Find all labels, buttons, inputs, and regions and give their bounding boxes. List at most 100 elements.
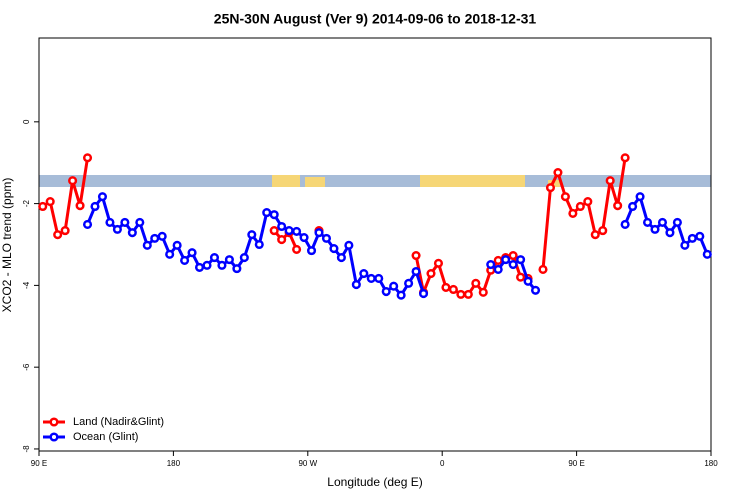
data-point bbox=[672, 217, 682, 227]
data-point bbox=[60, 226, 70, 236]
legend-marker bbox=[49, 432, 59, 442]
data-point bbox=[284, 226, 294, 236]
data-point bbox=[478, 287, 488, 297]
data-point bbox=[187, 248, 197, 258]
data-point bbox=[613, 201, 623, 211]
data-point bbox=[135, 217, 145, 227]
legend-marker bbox=[49, 417, 59, 427]
data-point bbox=[359, 268, 369, 279]
y-tick-label: -8 bbox=[22, 445, 31, 453]
data-point bbox=[657, 217, 668, 227]
data-point bbox=[411, 266, 421, 277]
legend-label: Ocean (Glint) bbox=[73, 431, 138, 443]
data-point bbox=[344, 240, 354, 250]
data-point bbox=[105, 217, 115, 227]
data-point bbox=[366, 273, 376, 283]
data-point bbox=[642, 217, 653, 227]
x-tick-label: 180 bbox=[704, 459, 718, 468]
data-point bbox=[127, 228, 137, 238]
data-point bbox=[560, 192, 570, 202]
data-point bbox=[545, 183, 556, 193]
data-point bbox=[82, 153, 93, 163]
data-point bbox=[180, 255, 190, 265]
data-point bbox=[112, 224, 122, 234]
data-point bbox=[172, 240, 182, 250]
data-point bbox=[329, 244, 339, 254]
data-point bbox=[120, 217, 130, 227]
plot-frame bbox=[38, 37, 712, 452]
data-point bbox=[695, 231, 705, 241]
data-point bbox=[433, 258, 444, 268]
y-tick-label: 0 bbox=[22, 119, 31, 124]
data-point bbox=[418, 289, 429, 299]
x-tick-label: 90 E bbox=[568, 459, 584, 468]
data-point bbox=[605, 176, 615, 186]
x-tick-label: 0 bbox=[440, 459, 445, 468]
data-point bbox=[292, 226, 302, 236]
data-point bbox=[575, 201, 585, 212]
data-point bbox=[82, 219, 93, 230]
data-point bbox=[501, 255, 511, 265]
data-point bbox=[665, 228, 675, 238]
data-point bbox=[254, 239, 264, 250]
data-point bbox=[277, 235, 287, 245]
data-point bbox=[426, 268, 436, 279]
data-point bbox=[635, 192, 645, 202]
data-point bbox=[217, 260, 227, 270]
data-point bbox=[389, 281, 399, 291]
data-point bbox=[269, 210, 279, 220]
data-point bbox=[321, 233, 332, 243]
data-point bbox=[374, 273, 384, 283]
data-point bbox=[68, 176, 78, 186]
data-point bbox=[493, 264, 503, 274]
data-point bbox=[269, 226, 279, 236]
data-point bbox=[493, 255, 503, 265]
data-point bbox=[687, 233, 697, 243]
data-point bbox=[336, 253, 346, 263]
data-point bbox=[247, 230, 257, 240]
x-tick-label: 90 E bbox=[31, 459, 47, 468]
data-point bbox=[239, 253, 249, 263]
data-point bbox=[583, 197, 593, 207]
data-point bbox=[224, 255, 234, 265]
data-point bbox=[396, 290, 406, 300]
x-tick-label: 90 W bbox=[298, 459, 317, 468]
data-point bbox=[680, 240, 690, 250]
data-point bbox=[411, 250, 421, 261]
data-point bbox=[90, 201, 100, 212]
data-point bbox=[553, 167, 563, 178]
data-point bbox=[463, 289, 473, 299]
data-point bbox=[150, 233, 160, 243]
data-point bbox=[38, 201, 48, 212]
data-point bbox=[456, 289, 466, 299]
data-point bbox=[448, 284, 458, 295]
data-point bbox=[53, 230, 63, 240]
data-point bbox=[530, 285, 541, 295]
data-point bbox=[381, 286, 391, 297]
data-point bbox=[142, 240, 152, 250]
series bbox=[38, 153, 630, 299]
data-point bbox=[620, 153, 630, 163]
data-point bbox=[292, 244, 302, 254]
data-point bbox=[351, 280, 361, 290]
series bbox=[82, 192, 712, 300]
data-point bbox=[299, 232, 309, 243]
data-point bbox=[165, 249, 175, 259]
y-tick-label: -4 bbox=[22, 281, 31, 289]
data-point bbox=[97, 192, 108, 202]
data-point bbox=[508, 250, 518, 261]
data-point bbox=[702, 249, 712, 259]
data-point bbox=[568, 208, 578, 218]
data-point bbox=[650, 224, 660, 234]
data-point bbox=[306, 246, 317, 256]
data-point bbox=[314, 228, 324, 238]
y-tick-label: -2 bbox=[22, 200, 31, 208]
data-point bbox=[202, 260, 212, 270]
data-point bbox=[523, 276, 533, 286]
data-point bbox=[628, 201, 638, 212]
data-point bbox=[516, 272, 526, 282]
data-point bbox=[486, 259, 496, 270]
data-point bbox=[262, 208, 272, 218]
data-point bbox=[209, 253, 220, 263]
